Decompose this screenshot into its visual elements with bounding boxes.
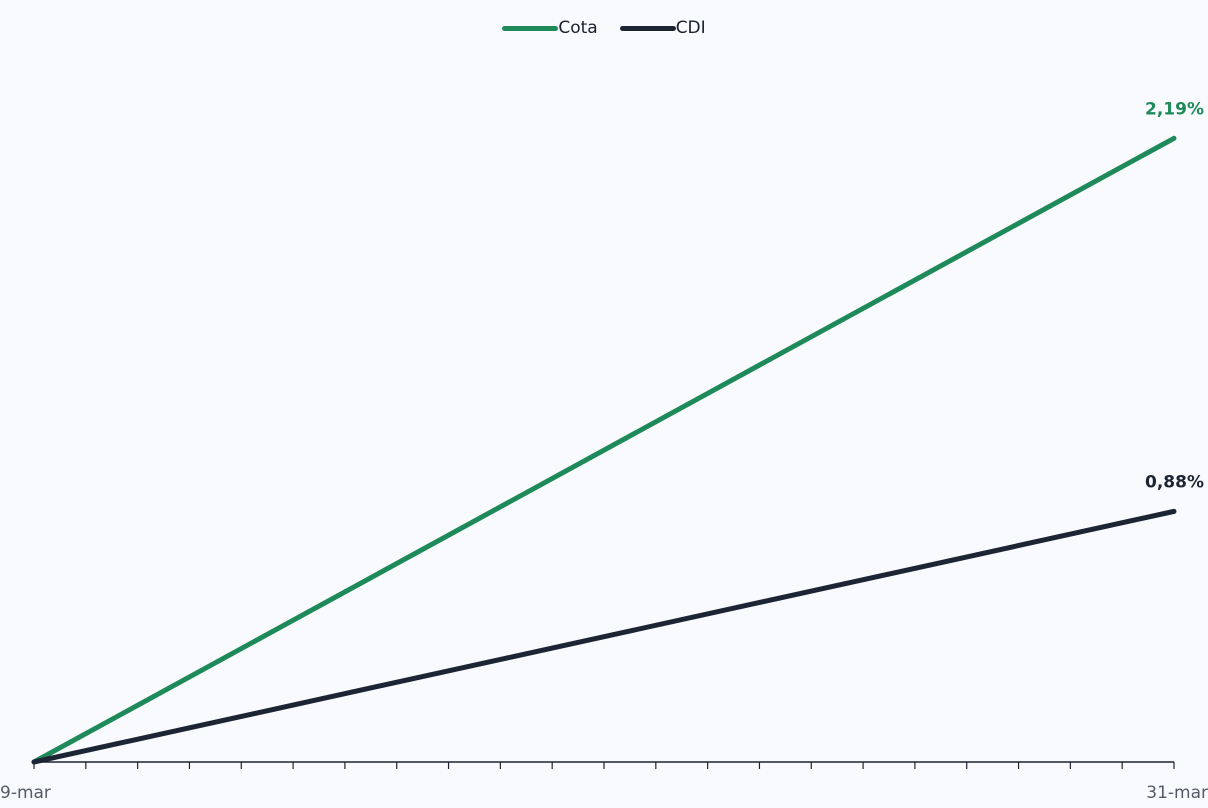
legend-item-cota: Cota [502,18,598,38]
x-tick-label-start: 9-mar [0,783,51,803]
data-label-cota: 2,19% [1145,99,1204,119]
data-label-cdi: 0,88% [1145,472,1204,492]
legend-swatch-cdi [619,25,676,31]
legend: Cota CDI [0,18,1208,38]
legend-item-cdi: CDI [619,18,706,38]
legend-swatch-cota [502,25,559,31]
x-tick-label-end: 31-mar [1146,783,1208,803]
legend-label-cdi: CDI [675,18,706,38]
legend-label-cota: Cota [558,18,598,38]
series-line-cota [31,135,1177,765]
series-line-cdi [31,508,1177,765]
